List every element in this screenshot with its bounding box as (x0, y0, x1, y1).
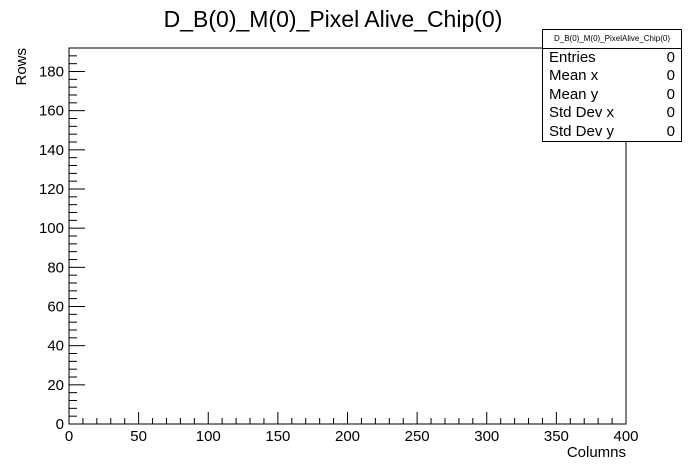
x-axis-label: Columns (567, 444, 626, 461)
x-tick-label: 200 (335, 428, 360, 445)
x-axis: 0 50 100 150 200 250 300 350 400 (65, 412, 639, 445)
y-tick-label: 100 (39, 220, 64, 237)
stats-value: 0 (666, 104, 675, 122)
stats-value: 0 (666, 85, 675, 103)
stats-value: 0 (666, 49, 675, 66)
y-tick-label: 120 (39, 181, 64, 198)
x-tick-label: 250 (405, 428, 430, 445)
x-tick-label: 150 (265, 428, 290, 445)
stats-row-std-dev-y: Std Dev y 0 (543, 123, 681, 141)
y-tick-label: 180 (39, 64, 64, 81)
stats-row-mean-y: Mean y 0 (543, 86, 681, 104)
stats-label: Std Dev y (549, 122, 615, 140)
stats-value: 0 (666, 122, 675, 140)
y-tick-label: 80 (47, 259, 64, 276)
stats-box: D_B(0)_M(0)_PixelAlive_Chip(0) Entries 0… (542, 29, 682, 142)
x-tick-label: 50 (130, 428, 147, 445)
chart-title: D_B(0)_M(0)_Pixel Alive_Chip(0) (164, 6, 503, 32)
y-tick-label: 0 (56, 416, 64, 433)
stats-row-std-dev-x: Std Dev x 0 (543, 104, 681, 122)
y-tick-label: 20 (47, 377, 64, 394)
y-tick-label: 60 (47, 299, 64, 316)
stats-value: 0 (666, 67, 675, 85)
y-axis: 0 20 40 60 80 100 120 140 160 180 (39, 47, 85, 433)
y-tick-label: 40 (47, 338, 64, 355)
y-axis-label: Rows (13, 48, 30, 86)
x-tick-label: 350 (544, 428, 569, 445)
stats-row-mean-x: Mean x 0 (543, 67, 681, 85)
x-tick-label: 100 (196, 428, 221, 445)
stats-label: Std Dev x (549, 104, 615, 122)
y-tick-label: 140 (39, 142, 64, 159)
stats-label: Mean x (549, 67, 599, 85)
stats-row-entries: Entries 0 (543, 49, 681, 67)
x-tick-label: 0 (65, 428, 73, 445)
x-tick-label: 400 (613, 428, 638, 445)
y-tick-label: 160 (39, 103, 64, 120)
stats-label: Entries (549, 49, 596, 66)
stats-title: D_B(0)_M(0)_PixelAlive_Chip(0) (543, 30, 681, 49)
stats-label: Mean y (549, 85, 599, 103)
x-tick-label: 300 (474, 428, 499, 445)
